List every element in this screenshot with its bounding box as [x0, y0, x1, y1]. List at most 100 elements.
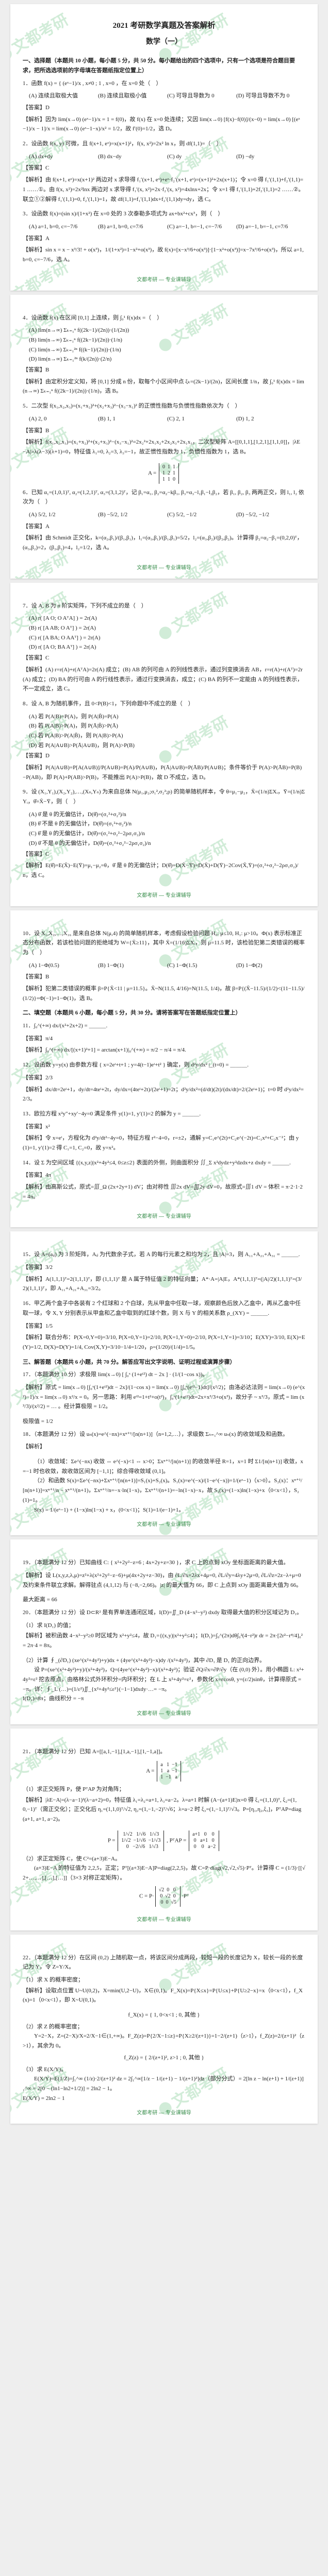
- f16-answer: 1/5: [45, 1323, 53, 1329]
- q1-stem: 1．函数 f(x) = { (eˣ−1)/x , x≠0 ; 1 , x=0 ，…: [23, 79, 305, 89]
- q5-options: (A) 2, 0 (B) 1, 1 (C) 2, 1 (D) 1, 2: [29, 414, 305, 424]
- s22-answer: E(X/Y) = 2ln2 − 1: [23, 2094, 305, 2104]
- q5-matrix: A = 0 1 11 2 11 1 0: [23, 462, 305, 485]
- analysis-label: 【解析】: [23, 765, 45, 771]
- s20-sol1: 被积函数 4−x²−y²≥0 时区域为 x²+y²≤4，故 D₁={(x,y)|…: [23, 1633, 303, 1649]
- q7-stem: 7．设 A, B 为 n 阶实矩阵，下列不成立的是（ ）: [23, 601, 305, 611]
- doc-subtitle: 数学（一）: [23, 36, 305, 48]
- analysis-label: 【解析】: [23, 986, 45, 992]
- q3-answer: A: [45, 235, 50, 242]
- analysis-label: 【解析】: [23, 862, 45, 869]
- q8-opt-c: (C) 若 P(A|B)>P(A|B̄)，则 P(A|B)>P(A): [29, 731, 305, 741]
- answer-label: 【答案】: [23, 235, 45, 242]
- q7-opt-c: (C) r( [A BA; O AAᵀ] ) = 2r(A): [29, 633, 305, 643]
- q5-opt-b: (B) 1, 1: [98, 414, 155, 424]
- q4-opt-d: (D) lim(n→∞) Σₖ₌₁²ⁿ f(k/(2n))·(2/n): [29, 354, 305, 364]
- q6-opt-b: (B) −5/2, 1/2: [98, 510, 155, 520]
- q9-opt-d: (D) θ̂ 不是 θ 的无偏估计，D(θ̂)=(σ₁²+σ₂²−2ρσ₁σ₂)…: [29, 839, 305, 849]
- f13-stem: 13．欧拉方程 x²y″+xy′−4y=0 满足条件 y(1)=1, y′(1)…: [23, 1109, 305, 1119]
- s22-sol3: E(X/Y)=E(1/Z)=∫₁^∞ (1/z)·2/(z+1)² dz = 2…: [23, 2074, 305, 2093]
- q9-opt-a: (A) θ̂ 是 θ 的无偏估计，D(θ̂)=(σ₁²+σ₂²)/n: [29, 810, 305, 820]
- q4-analysis: 由定积分定义知，将 [0,1] 分成 n 份，取每个小区间中点 ξₖ=(2k−1…: [23, 379, 304, 395]
- q9-opt-b: (B) θ̂ 不是 θ 的无偏估计，D(θ̂)=(σ₁²+σ₂²)/n: [29, 819, 305, 829]
- doc-title: 2021 考研数学真题及答案解析: [23, 20, 305, 33]
- analysis-label: 【解析】: [23, 1988, 45, 1994]
- page-4: 文都考研 文都考研 文都考研 文都考研 文都考研 文都考研 10．设 X₁,X₂…: [10, 910, 318, 1228]
- q4-opt-b: (B) lim(n→∞) Σₖ₌₁ⁿ f((2k−1)/(2n))·(1/n): [29, 335, 305, 345]
- q1-answer: D: [45, 105, 50, 111]
- answer-label: 【答案】: [23, 1124, 45, 1130]
- page-footer: 文都考研 — 专业课辅导: [10, 2109, 318, 2117]
- page-2: 文都考研 文都考研 文都考研 文都考研 文都考研 文都考研 4．设函数 f(x)…: [10, 295, 318, 579]
- f12-analysis: dx/dt=2eᵗ+1，dy/dt=4teᵗ+2t，dy/dx=(4teᵗ+2t…: [23, 1087, 304, 1103]
- answer-label: 【答案】: [23, 655, 45, 661]
- q2-analysis: 由 f(x+1, eˣ)=x(x+1)² 两边对 x 求导得 f₁′(x+1, …: [23, 177, 304, 202]
- s22-sol1: 设取点位置 U~U(0,2)，X=min(U,2−U)，X∈(0,1)。F_X(…: [23, 1988, 303, 2004]
- s17-body: 原式 = lim(x→0) [∫₀ˣ(1+eᵗ²)dt − 2x]/(1−cos…: [23, 1384, 305, 1410]
- f12-stem: 12．设函数 y=y(x) 由参数方程 { x=2eᵗ+t+1 ; y=4(t−…: [23, 1060, 305, 1070]
- answer-label: 【答案】: [23, 165, 45, 171]
- q2-opt-a: (A) dx+dy: [29, 152, 86, 162]
- s20-answer: I(D₁)=8π；曲线积分 = −π: [23, 1694, 305, 1704]
- q4-opt-c: (C) lim(n→∞) Σₖ₌₁²ⁿ f((k−1)/(2n))·(1/n): [29, 345, 305, 355]
- s19-body: 设 L(x,y,z,λ,μ)=z²+λ(x²+2y²−z−6)+μ(4x+2y+…: [23, 1572, 302, 1588]
- page-footer: 文都考研 — 专业课辅导: [10, 1212, 318, 1221]
- q3-options: (A) a=1, b=0, c=−7/6 (B) a=1, b=0, c=7/6…: [29, 222, 305, 232]
- answer-label: 【答案】: [23, 428, 45, 434]
- f15-answer: 3/2: [45, 1264, 53, 1270]
- f16-stem: 16．甲乙两个盒子中各装有 2 个红球和 2 个白球，先从甲盒中任取一球，观察颜…: [23, 1299, 305, 1318]
- analysis-label: 【解析】: [23, 1572, 45, 1579]
- answer-label: 【答案】: [23, 1323, 45, 1329]
- section-3-title: 三、解答题（本题共 6 小题，共 70 分。解答应写出文字说明、证明过程或演算步…: [23, 1358, 305, 1367]
- q9-answer: C: [45, 851, 49, 857]
- q3-opt-c: (C) a=−1, b=−1, c=−7/6: [167, 222, 224, 232]
- q1-analysis: 因为 lim(x→0) (eˣ−1)/x = 1 = f(0)，故 f(x) 在…: [23, 116, 300, 132]
- analysis-label: 【解析】: [23, 1276, 45, 1282]
- s21-sol2: (a+3)E−A 的特征值为 2,2,5，正定；Pᵀ[(a+3)E−A]P=di…: [23, 1863, 305, 1883]
- f15-analysis: A(1,1,1)ᵀ=2(1,1,1)ᵀ，即 (1,1,1)ᵀ 是 A 属于特征值…: [23, 1276, 302, 1292]
- q8-opt-b: (B) 若 P(A|B)>P(A)，则 P(Ā|B̄)>P(Ā): [29, 721, 305, 731]
- page-8: 文都考研 文都考研 文都考研 文都考研 文都考研 文都考研 22．（本题满分 1…: [10, 1935, 318, 2124]
- s17-answer: 极限值 = 1/2: [23, 1417, 305, 1427]
- s21-sol1: |λE−A|=(λ−a−1)²(λ−a+2)=0，特征值 λ₁=λ₂=a+1, …: [23, 1797, 301, 1822]
- analysis-label: 【解析】: [23, 1444, 45, 1450]
- analysis-label: 【解析】: [23, 379, 45, 385]
- page-footer: 文都考研 — 专业课辅导: [10, 1520, 318, 1529]
- s21-part1: （1）求正交矩阵 P，使 PᵀAP 为对角阵；: [23, 1785, 305, 1794]
- q8-analysis: P(A|A∪B)=P[A(A∪B)]/P(A∪B)=P(A)/P(A∪B)，P(…: [23, 765, 302, 781]
- section-1-title: 一、选择题（本题共 10 小题，每小题 5 分，共 50 分。每小题给出的四个选…: [23, 56, 305, 75]
- answer-label: 【答案】: [23, 1036, 45, 1042]
- s18-stem: 18．（本题满分 12 分）设 uₙ(x)=e^(−nx)+xⁿ⁺¹/[n(n+…: [23, 1430, 305, 1439]
- s22-part3: （3）求 E(X/Y)。: [23, 2065, 305, 2075]
- s18-part2: （2）和函数 S(x)=Σe^(−nx)+Σxⁿ⁺¹/[n(n+1)]=S₁(x…: [23, 1476, 305, 1505]
- f11-analysis: ∫₀^(+∞) dx/[(x+1)²+1] = arctan(x+1)|₀^(+…: [45, 1047, 186, 1053]
- s22-part2: （2）求 Z 的概率密度；: [23, 2022, 305, 2032]
- page-6: 文都考研 文都考研 文都考研 文都考研 文都考研 文都考研 19．（本题满分 1…: [10, 1539, 318, 1724]
- f11-stem: 11．∫₀^(+∞) dx/(x²+2x+2) = ＿＿＿.: [23, 1021, 305, 1031]
- q2-opt-b: (B) dx−dy: [98, 152, 155, 162]
- q1-opt-d: (D) 可导且导数不为 0: [236, 91, 293, 101]
- analysis-label: 【解析】: [23, 1384, 45, 1391]
- q5-answer: B: [45, 428, 49, 434]
- q6-opt-c: (C) 5/2, −1/2: [167, 510, 224, 520]
- section-2-title: 二、填空题（本题共 6 小题，每小题 5 分，共 30 分。请将答案写在答题纸指…: [23, 1008, 305, 1018]
- q1-opt-b: (B) 连续且取极小值: [98, 91, 155, 101]
- q7-opt-d: (D) r( [A O; BA Aᵀ] ) = 2r(A): [29, 642, 305, 652]
- q3-opt-b: (B) a=1, b=0, c=7/6: [98, 222, 155, 232]
- answer-label: 【答案】: [23, 523, 45, 530]
- q5-stem: 5．二次型 f(x₁,x₂,x₃)=(x₁+x₂)²+(x₂+x₃)²−(x₃−…: [23, 401, 305, 411]
- page-footer: 文都考研 — 专业课辅导: [10, 276, 318, 284]
- q3-stem: 3．设函数 f(x)=(sin x)/(1+x²) 在 x=0 处的 3 次泰勒…: [23, 209, 305, 219]
- f14-analysis: 由高斯公式，原式=∭_Ω (2x+2y+1) dV；由对称性 ∭2x dV=∭2…: [23, 1184, 303, 1200]
- analysis-label: 【解析】: [23, 116, 45, 123]
- q9-stem: 9．设 (X₁,Y₁),(X₂,Y₂),…,(Xₙ,Yₙ) 为来自总体 N(μ₁…: [23, 787, 305, 806]
- analysis-label: 【解析】: [23, 1633, 45, 1639]
- s20-stem: 20．（本题满分 12 分）设 D⊂R² 是有界单连通闭区域，I(D)=∬_D …: [23, 1608, 305, 1618]
- s22-sol2: Y=2−X，Z=(2−X)/X=2/X−1∈(1,+∞)。F_Z(z)=P{2/…: [23, 2031, 305, 2050]
- analysis-label: 【解析】: [23, 1184, 45, 1190]
- s22-fx: f_X(x) = { 1, 0<x<1 ; 0, 其他 }: [23, 2010, 305, 2020]
- s18-result: S(x) = 1/(eˣ−1) + (1−x)ln(1−x) + x，(0<x<…: [23, 1505, 305, 1515]
- answer-label: 【答案】: [23, 105, 45, 111]
- q3-opt-a: (A) a=1, b=0, c=−7/6: [29, 222, 86, 232]
- s20-part2: （2）计算 ∮_(∂D₁) (xe^(x²+4y²)+y)dx + (4ye^(…: [23, 1656, 305, 1666]
